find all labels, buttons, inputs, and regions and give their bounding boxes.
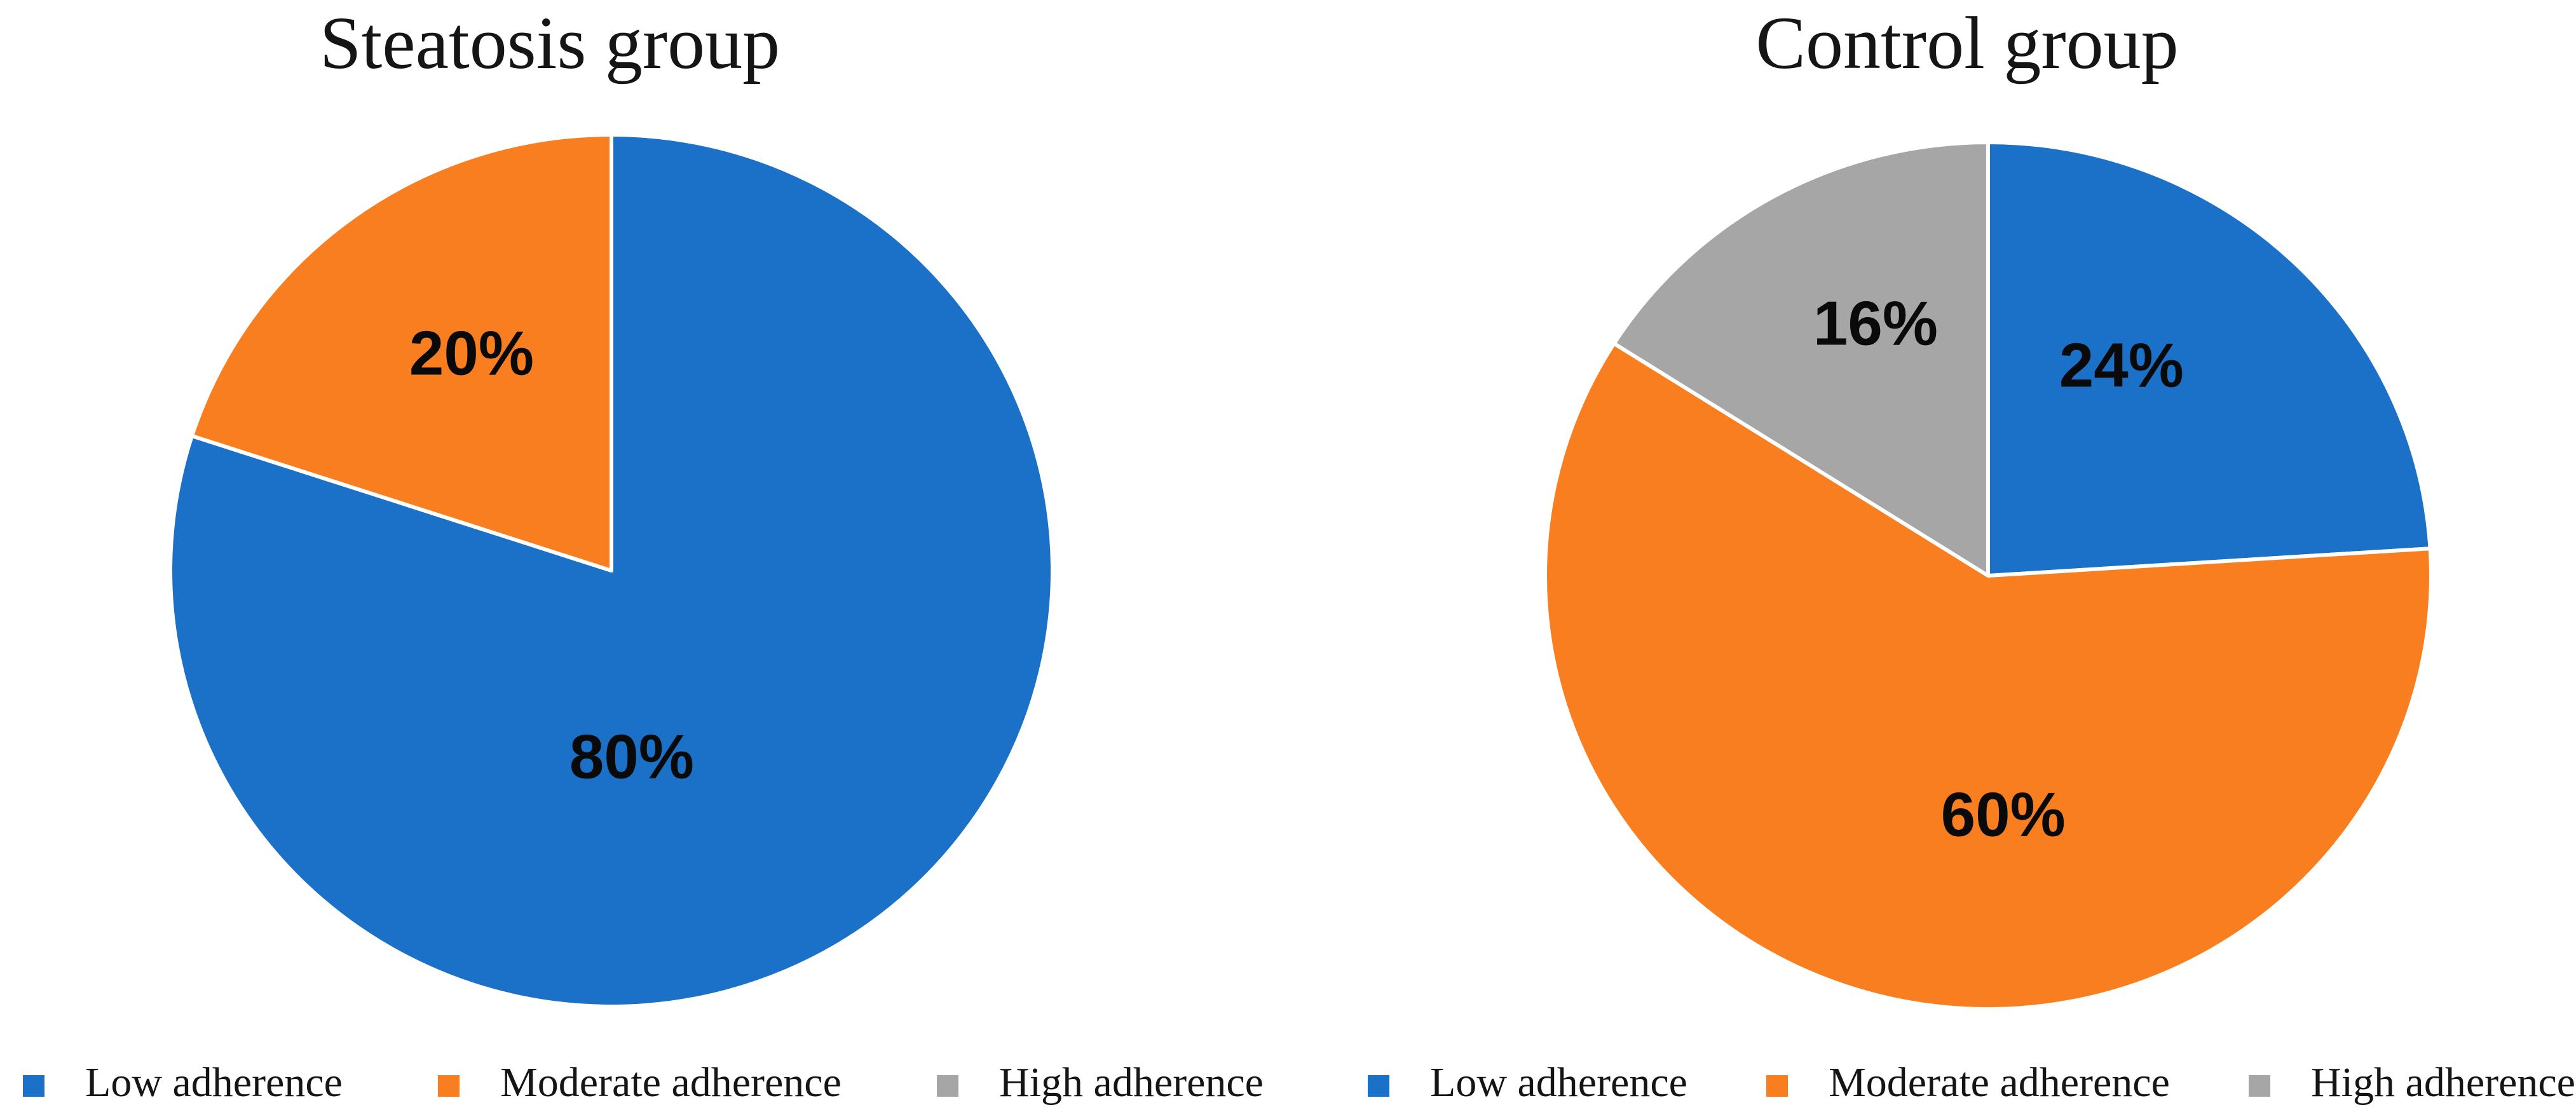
legend-item-low-adherence: Low adherence xyxy=(23,1059,343,1107)
legend-steatosis-group: Low adherence Moderate adherence High ad… xyxy=(23,1057,1264,1108)
legend-item-low-adherence: Low adherence xyxy=(1368,1059,1687,1107)
data-label-steatosis-moderate-adherence: 20% xyxy=(409,318,535,388)
legend-swatch-high-adherence-icon xyxy=(2249,1075,2271,1097)
data-label-control-low-adherence: 24% xyxy=(2059,330,2184,400)
legend-label-moderate-adherence: Moderate adherence xyxy=(1829,1059,2170,1106)
pie-control-slice-moderate-adherence xyxy=(1543,341,2433,1012)
data-label-control-moderate-adherence: 60% xyxy=(1940,779,2066,850)
legend-swatch-moderate-adherence-icon xyxy=(438,1075,460,1097)
pie-control-slice-low-adherence xyxy=(1986,140,2432,578)
legend-item-moderate-adherence: Moderate adherence xyxy=(1766,1059,2170,1107)
legend-label-moderate-adherence: Moderate adherence xyxy=(500,1059,842,1106)
legend-label-low-adherence: Low adherence xyxy=(85,1059,343,1106)
pie-steatosis-slice-moderate-adherence xyxy=(190,133,613,573)
chart-title-control-group: Control group xyxy=(1755,1,2179,85)
legend-swatch-low-adherence-icon xyxy=(23,1075,44,1097)
pie-control-slice-high-adherence xyxy=(1612,140,1990,578)
data-label-steatosis-low-adherence: 80% xyxy=(569,721,694,792)
legend-swatch-high-adherence-icon xyxy=(937,1075,959,1097)
legend-item-high-adherence: High adherence xyxy=(2249,1059,2575,1107)
data-label-control-high-adherence: 16% xyxy=(1813,288,1939,358)
legend-item-moderate-adherence: Moderate adherence xyxy=(438,1059,842,1107)
legend-label-high-adherence: High adherence xyxy=(999,1059,1264,1106)
legend-label-low-adherence: Low adherence xyxy=(1430,1059,1687,1106)
legend-label-high-adherence: High adherence xyxy=(2311,1059,2575,1106)
legend-swatch-moderate-adherence-icon xyxy=(1766,1075,1789,1097)
legend-control-group: Low adherence Moderate adherence High ad… xyxy=(1368,1057,2575,1108)
legend-swatch-low-adherence-icon xyxy=(1368,1075,1389,1097)
chart-title-steatosis-group: Steatosis group xyxy=(319,1,780,85)
legend-item-high-adherence: High adherence xyxy=(937,1059,1264,1107)
